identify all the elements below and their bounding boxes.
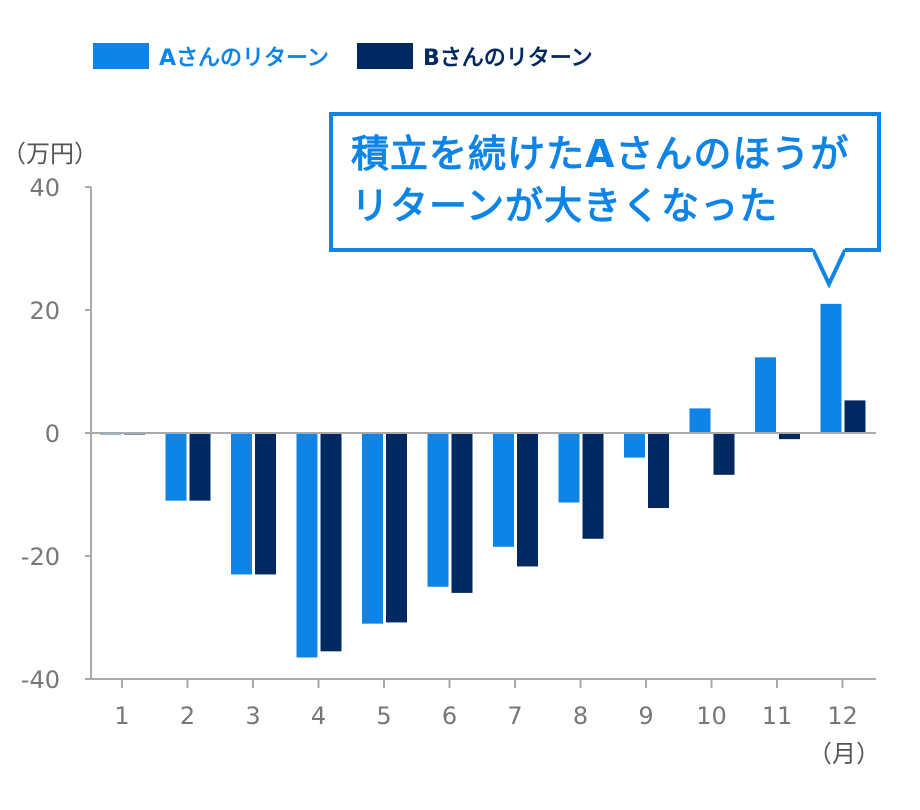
x-tick-label: 1 [114, 702, 129, 730]
y-tick-label: 0 [45, 420, 60, 448]
y-tick-label: 20 [29, 297, 60, 325]
x-tick-label: 3 [245, 702, 260, 730]
bar-series-b [582, 433, 604, 539]
x-tick-label: 8 [573, 702, 588, 730]
legend-swatch-series-a [93, 43, 149, 69]
bar-series-b [255, 433, 276, 575]
x-tick-label: 6 [442, 702, 457, 730]
bar-series-a [624, 433, 645, 458]
y-tick-label: -20 [21, 543, 60, 571]
y-tick-label: 40 [29, 174, 60, 202]
bar-series-b [713, 433, 735, 475]
legend-swatch-series-b [356, 43, 413, 69]
callout-box: 積立を続けたAさんのほうが リターンが大きくなった [329, 112, 881, 252]
bar-series-a [558, 433, 580, 503]
bar-series-b [189, 433, 211, 501]
bar-series-a [820, 303, 842, 433]
x-axis-unit-label: （月） [808, 740, 880, 768]
bar-series-b [779, 433, 800, 440]
x-tick-label: 11 [762, 702, 793, 730]
bar-series-b [451, 433, 473, 593]
bar-series-a [427, 433, 449, 587]
callout-pointer [813, 248, 845, 288]
bar-series-a [362, 433, 383, 624]
y-axis-unit-label: （万円） [2, 140, 98, 168]
bar-series-b [844, 400, 866, 433]
bar-series-a [165, 433, 187, 501]
bar-series-a [493, 433, 514, 547]
bar-series-a [689, 408, 711, 433]
y-tick-label: -40 [21, 666, 60, 694]
x-tick-label: 4 [311, 702, 326, 730]
legend-item-series-b: Bさんのリターン [356, 40, 593, 72]
bar-series-a [296, 433, 318, 658]
callout-line-2: リターンが大きくなった [351, 184, 779, 228]
legend: Aさんのリターン Bさんのリターン [93, 40, 621, 72]
x-tick-label: 10 [696, 702, 727, 730]
legend-item-series-a: Aさんのリターン [93, 40, 329, 72]
bar-series-a [755, 357, 776, 433]
legend-label-series-b: Bさんのリターン [422, 46, 593, 71]
x-tick-label: 7 [507, 702, 522, 730]
bar-series-b [386, 433, 407, 623]
legend-label-series-a: Aさんのリターン [159, 46, 329, 71]
callout-line-1: 積立を続けたAさんのほうが [351, 132, 850, 176]
bar-series-b [648, 433, 669, 509]
x-tick-label: 12 [827, 702, 858, 730]
x-tick-label: 9 [638, 702, 653, 730]
bar-series-b [320, 433, 342, 652]
x-tick-label: 5 [376, 702, 391, 730]
bar-series-b [517, 433, 538, 567]
bar-series-a [231, 433, 252, 575]
x-tick-label: 2 [180, 702, 195, 730]
